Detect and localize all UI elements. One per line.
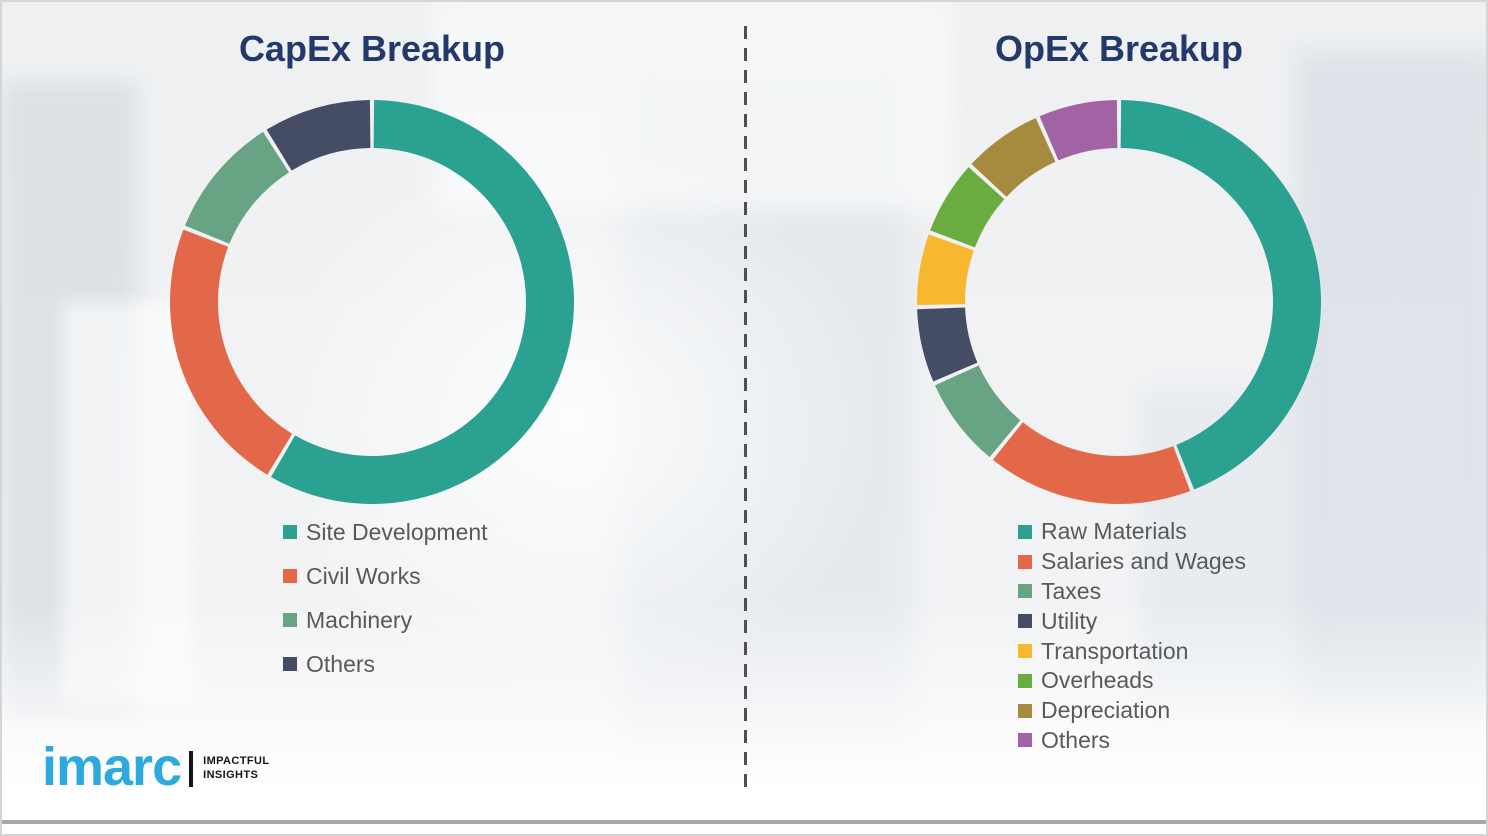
legend-item-machinery: Machinery — [283, 598, 488, 642]
legend-label: Others — [306, 650, 376, 677]
legend-label: Site Development — [306, 518, 488, 545]
legend-swatch-raw-materials — [1018, 524, 1032, 539]
legend-item-others: Others — [283, 642, 488, 686]
donut-segment-others — [266, 100, 371, 171]
legend-swatch-site-development — [283, 525, 297, 539]
tagline-line2: INSIGHTS — [203, 769, 259, 781]
legend-swatch-transportation — [1018, 644, 1032, 659]
legend-item-transportation: Transportation — [1018, 636, 1246, 666]
imarc-logo-text: imarc — [42, 737, 182, 797]
donut-segment-overheads — [930, 167, 1005, 248]
capex-legend: Site Development Civil Works Machinery Othe… — [283, 510, 488, 686]
donut-segment-transportation — [916, 234, 974, 305]
legend-item-raw-materials: Raw Materials — [1018, 517, 1246, 547]
legend-swatch-others — [1018, 733, 1032, 748]
bottom-margin — [2, 824, 1486, 834]
imarc-logo: imarc IMPACTFUL INSIGHTS — [42, 734, 269, 804]
legend-item-utility: Utility — [1018, 606, 1246, 636]
donut-segment-machinery — [184, 131, 289, 244]
legend-label: Others — [1041, 726, 1111, 753]
capex-donut-chart — [170, 100, 574, 504]
legend-item-overheads: Overheads — [1018, 666, 1246, 696]
legend-swatch-salaries-and-wages — [1018, 554, 1032, 569]
legend-label: Machinery — [306, 606, 413, 633]
opex-donut-chart — [916, 100, 1322, 504]
background-watermark — [622, 62, 912, 762]
legend-label: Civil Works — [306, 562, 421, 589]
legend-swatch-utility — [1018, 614, 1032, 629]
donut-segment-raw-materials — [1120, 100, 1322, 490]
legend-item-depreciation: Depreciation — [1018, 696, 1246, 726]
legend-label: Depreciation — [1041, 697, 1171, 724]
donut-segment-salaries-and-wages — [992, 422, 1191, 504]
legend-swatch-civil-works — [283, 569, 297, 583]
donut-segment-utility — [917, 307, 978, 382]
imarc-tagline: IMPACTFUL INSIGHTS — [203, 755, 269, 783]
legend-item-taxes: Taxes — [1018, 577, 1246, 607]
bottom-border-line — [2, 820, 1486, 824]
opex-title: OpEx Breakup — [994, 28, 1244, 69]
logo-divider-bar — [189, 751, 194, 787]
divider-dashed-line — [744, 26, 747, 792]
legend-label: Salaries and Wages — [1041, 548, 1246, 575]
legend-label: Transportation — [1041, 637, 1189, 664]
legend-swatch-machinery — [283, 613, 297, 627]
legend-swatch-depreciation — [1018, 703, 1032, 718]
donut-segment-civil-works — [170, 229, 293, 475]
legend-item-others: Others — [1018, 726, 1246, 756]
legend-item-site-development: Site Development — [283, 510, 488, 554]
legend-item-civil-works: Civil Works — [283, 554, 488, 598]
background-watermark — [2, 82, 137, 722]
legend-swatch-taxes — [1018, 584, 1032, 599]
legend-label: Overheads — [1041, 667, 1154, 694]
legend-label: Utility — [1041, 607, 1098, 634]
capex-title: CapEx Breakup — [238, 28, 506, 69]
donut-segment-site-development — [271, 100, 574, 504]
legend-swatch-others — [283, 657, 297, 671]
legend-label: Taxes — [1041, 577, 1102, 604]
legend-swatch-overheads — [1018, 673, 1032, 688]
background-watermark — [1297, 52, 1486, 712]
donut-segment-depreciation — [971, 117, 1056, 197]
legend-item-salaries-and-wages: Salaries and Wages — [1018, 547, 1246, 577]
donut-segment-others — [1039, 100, 1118, 161]
opex-legend: Raw Materials Salaries and Wages Taxes Util… — [1018, 517, 1246, 755]
tagline-line1: IMPACTFUL — [203, 755, 270, 768]
legend-label: Raw Materials — [1041, 518, 1187, 545]
donut-segment-taxes — [934, 365, 1021, 458]
